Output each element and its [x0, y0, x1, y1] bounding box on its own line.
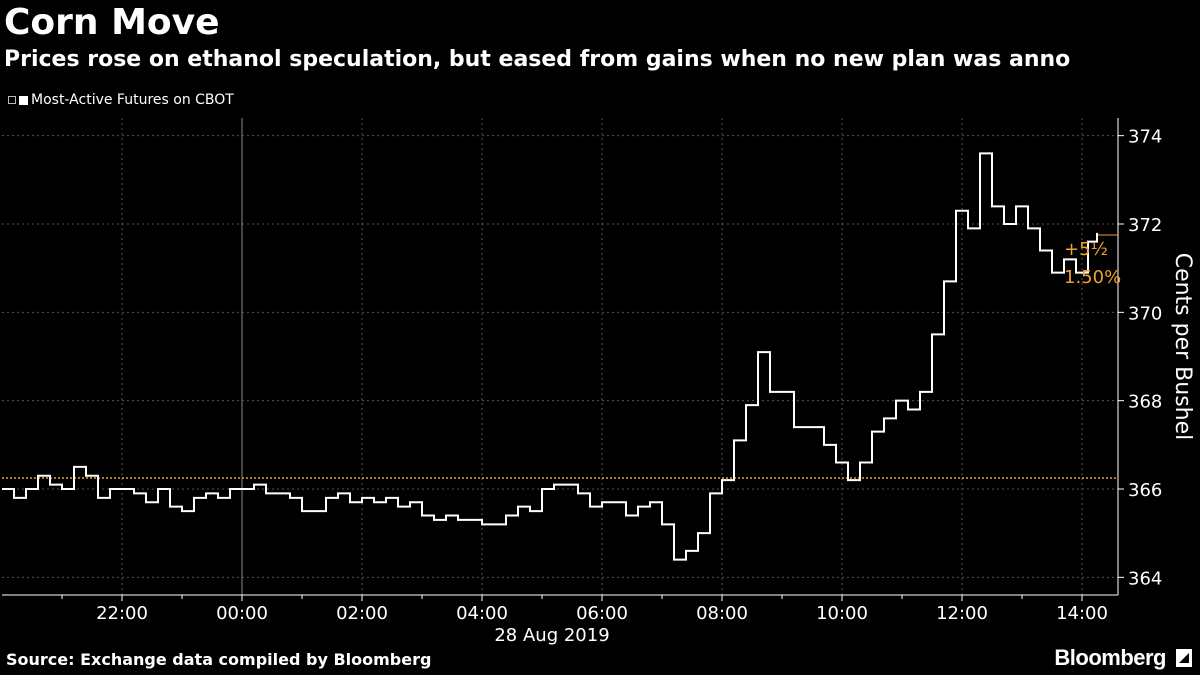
- bloomberg-logo: Bloomberg: [1054, 645, 1166, 670]
- gridlines: [2, 118, 1118, 595]
- tick-labels: 364 366 368 370 372 374 22:00 00:00 02:00 04:00 06…: [96, 127, 1162, 624]
- x-axis-date-label: 28 Aug 2019: [494, 625, 609, 646]
- y-tick-label: 370: [1128, 303, 1162, 324]
- source-note: Source: Exchange data compiled by Bloomb…: [6, 650, 432, 669]
- x-tick-label: 08:00: [696, 603, 748, 624]
- y-axis-label: Cents per Bushel: [1170, 253, 1195, 441]
- bloomberg-icon: [1176, 649, 1192, 667]
- legend-swatch-icon: [19, 95, 28, 105]
- legend-toggle-icon[interactable]: [8, 96, 16, 104]
- pct-change-annotation: 1.50%: [1064, 267, 1121, 288]
- price-series-line: [2, 152, 1098, 561]
- x-tick-label: 22:00: [96, 603, 148, 624]
- y-tick-label: 372: [1128, 215, 1162, 236]
- y-tick-label: 374: [1128, 127, 1162, 148]
- x-tick-label: 00:00: [216, 603, 268, 624]
- x-tick-label: 06:00: [576, 603, 628, 624]
- y-tick-label: 366: [1128, 480, 1162, 501]
- chart-title: Corn Move: [4, 2, 220, 43]
- axes: [2, 118, 1124, 601]
- x-tick-label: 10:00: [816, 603, 868, 624]
- x-tick-label: 02:00: [336, 603, 388, 624]
- x-tick-label: 14:00: [1056, 603, 1108, 624]
- x-tick-label: 04:00: [456, 603, 508, 624]
- legend-label: Most-Active Futures on CBOT: [31, 92, 234, 108]
- change-annotation: +5½: [1064, 239, 1108, 260]
- y-tick-label: 368: [1128, 392, 1162, 413]
- legend: Most-Active Futures on CBOT: [8, 92, 234, 108]
- chart-subtitle: Prices rose on ethanol speculation, but …: [4, 47, 1071, 72]
- y-tick-label: 364: [1128, 568, 1162, 589]
- x-tick-label: 12:00: [936, 603, 988, 624]
